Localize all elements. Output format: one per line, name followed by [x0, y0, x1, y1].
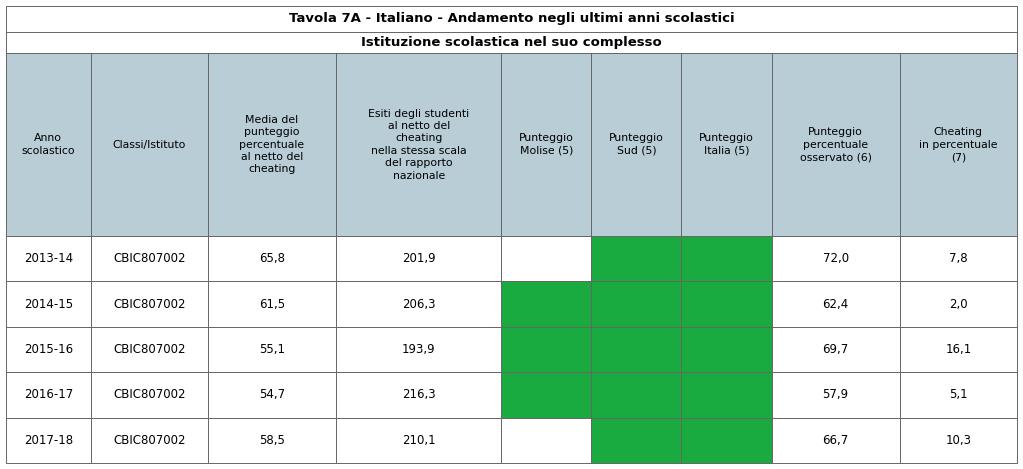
Bar [771, 327, 899, 372]
Text: Cheating
in percentuale
(7): Cheating in percentuale (7) [919, 127, 997, 162]
Bar [6, 281, 91, 327]
Bar [208, 417, 337, 463]
Text: Punteggio
percentuale
osservato (6): Punteggio percentuale osservato (6) [800, 127, 872, 162]
Bar [91, 236, 208, 281]
Bar [899, 327, 1017, 372]
Bar [208, 281, 337, 327]
Bar [6, 372, 91, 417]
Bar [337, 372, 501, 417]
Bar [91, 53, 208, 236]
Bar [681, 281, 771, 327]
Bar [899, 281, 1017, 327]
Text: Punteggio
Italia (5): Punteggio Italia (5) [699, 134, 754, 156]
Text: CBIC807002: CBIC807002 [114, 434, 185, 447]
Bar [91, 372, 208, 417]
Bar [591, 53, 681, 236]
Text: Istituzione scolastica nel suo complesso: Istituzione scolastica nel suo complesso [361, 36, 662, 49]
Text: 10,3: 10,3 [945, 434, 972, 447]
Text: 61,5: 61,5 [259, 298, 285, 310]
Bar [6, 327, 91, 372]
Bar [501, 236, 591, 281]
Bar [337, 236, 501, 281]
Bar [6, 417, 91, 463]
Bar [899, 236, 1017, 281]
Text: 66,7: 66,7 [822, 434, 849, 447]
Text: 58,5: 58,5 [259, 434, 285, 447]
Bar [591, 327, 681, 372]
Text: 216,3: 216,3 [402, 388, 436, 401]
Text: 193,9: 193,9 [402, 343, 436, 356]
Text: 57,9: 57,9 [822, 388, 849, 401]
Text: 5,1: 5,1 [949, 388, 968, 401]
Text: 65,8: 65,8 [259, 252, 285, 265]
Bar [337, 417, 501, 463]
Text: 16,1: 16,1 [945, 343, 972, 356]
Bar [681, 327, 771, 372]
Text: 54,7: 54,7 [259, 388, 285, 401]
Bar [899, 417, 1017, 463]
Bar [501, 281, 591, 327]
Bar [91, 327, 208, 372]
Text: 2013-14: 2013-14 [24, 252, 73, 265]
Bar [208, 236, 337, 281]
Text: 2014-15: 2014-15 [24, 298, 73, 310]
Bar [771, 53, 899, 236]
Text: Esiti degli studenti
al netto del
cheating
nella stessa scala
del rapporto
nazio: Esiti degli studenti al netto del cheati… [368, 109, 470, 181]
Text: 2015-16: 2015-16 [24, 343, 73, 356]
Text: 210,1: 210,1 [402, 434, 436, 447]
Text: Classi/Istituto: Classi/Istituto [113, 140, 186, 150]
Text: 7,8: 7,8 [949, 252, 968, 265]
Text: 201,9: 201,9 [402, 252, 436, 265]
Bar [208, 53, 337, 236]
Bar [208, 327, 337, 372]
Bar [208, 372, 337, 417]
Text: Media del
punteggio
percentuale
al netto del
cheating: Media del punteggio percentuale al netto… [239, 115, 305, 174]
Bar [771, 417, 899, 463]
Text: Punteggio
Sud (5): Punteggio Sud (5) [609, 134, 664, 156]
Bar [681, 53, 771, 236]
Bar [771, 372, 899, 417]
Text: Punteggio
Molise (5): Punteggio Molise (5) [519, 134, 574, 156]
Text: Anno
scolastico: Anno scolastico [21, 134, 75, 156]
Bar [899, 53, 1017, 236]
Bar [337, 281, 501, 327]
Bar [6, 236, 91, 281]
Text: Tavola 7A - Italiano - Andamento negli ultimi anni scolastici: Tavola 7A - Italiano - Andamento negli u… [288, 12, 735, 25]
Text: 2,0: 2,0 [949, 298, 968, 310]
Text: 69,7: 69,7 [822, 343, 849, 356]
Bar [591, 236, 681, 281]
Text: 2016-17: 2016-17 [24, 388, 73, 401]
Bar [6, 53, 91, 236]
Text: CBIC807002: CBIC807002 [114, 343, 185, 356]
Text: 72,0: 72,0 [822, 252, 849, 265]
Bar [501, 327, 591, 372]
Text: 2017-18: 2017-18 [24, 434, 73, 447]
Bar [501, 417, 591, 463]
Text: 55,1: 55,1 [259, 343, 285, 356]
Text: CBIC807002: CBIC807002 [114, 388, 185, 401]
Bar [771, 236, 899, 281]
Bar [91, 281, 208, 327]
Text: CBIC807002: CBIC807002 [114, 252, 185, 265]
Bar [899, 372, 1017, 417]
Bar [681, 372, 771, 417]
Text: 206,3: 206,3 [402, 298, 436, 310]
Bar [591, 417, 681, 463]
Bar [501, 372, 591, 417]
Bar [591, 372, 681, 417]
Text: 62,4: 62,4 [822, 298, 849, 310]
Bar [681, 236, 771, 281]
Bar [591, 281, 681, 327]
Bar [337, 327, 501, 372]
Text: CBIC807002: CBIC807002 [114, 298, 185, 310]
Bar [6, 32, 1017, 53]
Bar [501, 53, 591, 236]
Bar [681, 417, 771, 463]
Bar [6, 6, 1017, 32]
Bar [91, 417, 208, 463]
Bar [771, 281, 899, 327]
Bar [337, 53, 501, 236]
